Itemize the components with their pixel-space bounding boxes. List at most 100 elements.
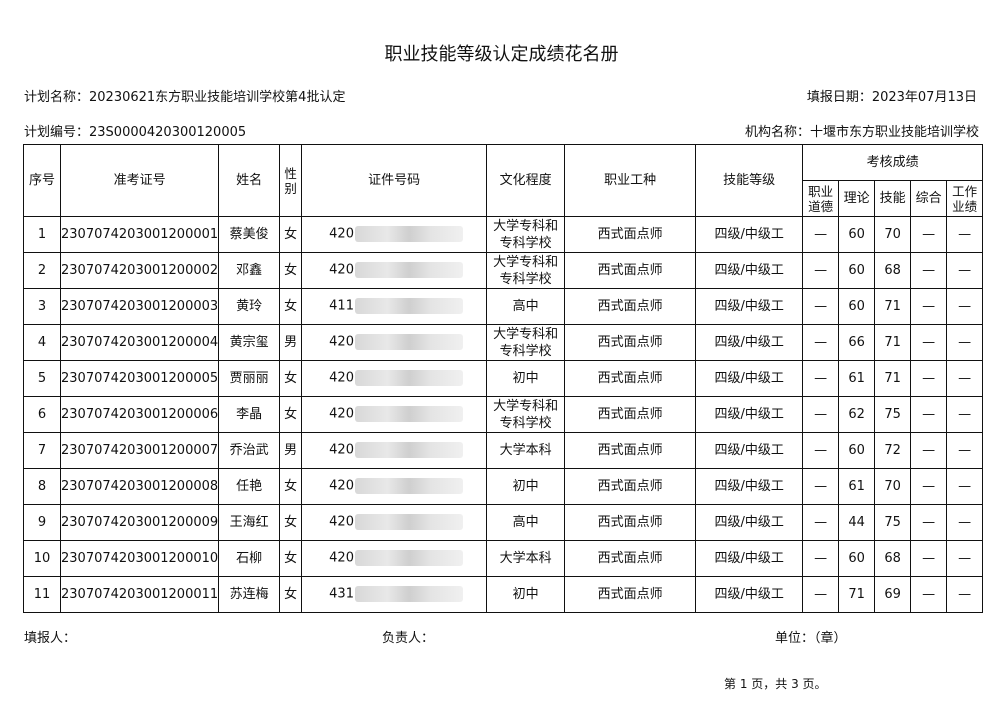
cell-seq: 4 (23, 324, 61, 361)
cell-id: 420 (301, 360, 488, 397)
cell-overall: — (910, 216, 948, 253)
cell-seq: 11 (23, 576, 61, 613)
cell-skill: 75 (874, 504, 912, 541)
cell-level: 四级/中级工 (695, 396, 804, 433)
cell-job: 西式面点师 (564, 576, 697, 613)
cell-job: 西式面点师 (564, 504, 697, 541)
table-row: 10 2307074203001200010 石柳女 420 大学本科 西式面点师 四级/中… (23, 540, 984, 577)
cell-job: 西式面点师 (564, 396, 697, 433)
cell-overall: — (910, 468, 948, 505)
cell-job: 西式面点师 (564, 216, 697, 253)
cell-work: — (946, 288, 984, 325)
table-row: 2 2307074203001200002 邓鑫女 420 大学专科和专科学校 西式面点师… (23, 252, 984, 289)
table-row: 9 2307074203001200009 王海红女 420 高中 西式面点师 四级/中级工… (23, 504, 984, 541)
cell-seq: 3 (23, 288, 61, 325)
fill-date: 填报日期：2023年07月13日 (806, 90, 977, 105)
cell-theory: 60 (838, 288, 876, 325)
id-prefix: 420 (329, 406, 354, 422)
redacted-blur (354, 550, 463, 567)
table-row: 1 230707420300120000​1 蔡美俊女 420 大学专科和专科学校 西式面… (23, 216, 984, 253)
cell-level: 四级/中级工 (695, 468, 804, 505)
cell-id: 420 (301, 468, 488, 505)
header-ticket: 准考证号 (59, 144, 220, 217)
cell-job: 西式面点师 (564, 288, 697, 325)
id-prefix: 420 (329, 262, 354, 278)
cell-id: 431 (301, 576, 488, 613)
redacted-blur (354, 298, 463, 315)
cell-work: — (946, 576, 984, 613)
cell-id: 411 (301, 288, 488, 325)
cell-theory: 60 (838, 216, 876, 253)
cell-overall: — (910, 576, 948, 613)
cell-ticket: 2307074203001200010 (59, 540, 220, 577)
table-row: 11 2307074203001200011 苏连梅女 431 初中 西式面点师 四级/中级… (23, 576, 984, 613)
cell-skill: 71 (874, 288, 912, 325)
unit-seal-label: 单位：（章） (775, 631, 847, 646)
page-indicator: 第 1 页，共 3 页。 (724, 677, 827, 691)
cell-work: — (946, 324, 984, 361)
cell-level: 四级/中级工 (695, 432, 804, 469)
cell-gender: 男 (279, 324, 303, 361)
cell-ethics: — (802, 324, 840, 361)
header-work: 工作业绩 (946, 180, 984, 217)
table-row: 4 2307074203001200004 黄宗玺男 420 大学专科和专科学校 西式面点… (23, 324, 984, 361)
cell-edu: 初中 (486, 576, 566, 613)
cell-skill: 70 (874, 216, 912, 253)
cell-work: — (946, 396, 984, 433)
redacted-blur (354, 370, 463, 387)
cell-skill: 68 (874, 252, 912, 289)
cell-edu: 大学专科和专科学校 (486, 396, 566, 433)
redacted-blur (354, 586, 463, 603)
header-ethics: 职业道德 (802, 180, 840, 217)
cell-level: 四级/中级工 (695, 576, 804, 613)
cell-level: 四级/中级工 (695, 216, 804, 253)
cell-name: 贾丽丽 (218, 360, 281, 397)
filler-label: 填报人： (24, 631, 77, 646)
cell-ticket: 2307074203001200008 (59, 468, 220, 505)
cell-ethics: — (802, 216, 840, 253)
header-id: 证件号码 (301, 144, 488, 217)
cell-theory: 60 (838, 540, 876, 577)
cell-job: 西式面点师 (564, 252, 697, 289)
cell-gender: 男 (279, 432, 303, 469)
table-row: 7 2307074203001200007 乔治武男 420 大学本科 西式面点师 四级/中… (23, 432, 984, 469)
cell-edu: 初中 (486, 468, 566, 505)
cell-seq: 2 (23, 252, 61, 289)
redacted-blur (354, 226, 463, 243)
redacted-blur (354, 442, 463, 459)
cell-overall: — (910, 432, 948, 469)
cell-skill: 72 (874, 432, 912, 469)
redacted-blur (354, 334, 463, 351)
header-name: 姓名 (218, 144, 281, 217)
cell-ticket: 2307074203001200006 (59, 396, 220, 433)
cell-id: 420 (301, 324, 488, 361)
cell-work: — (946, 540, 984, 577)
id-prefix: 420 (329, 442, 354, 458)
cell-skill: 70 (874, 468, 912, 505)
table-row: 5 2307074203001200005 贾丽丽女 420 初中 西式面点师 四级/中级工… (23, 360, 984, 397)
cell-ticket: 230707420300120000​1 (59, 216, 220, 253)
cell-id: 420 (301, 396, 488, 433)
table-row: 8 2307074203001200008 任艳女 420 初中 西式面点师 四级/中级工 —… (23, 468, 984, 505)
redacted-blur (354, 262, 463, 279)
cell-seq: 6 (23, 396, 61, 433)
id-prefix: 411 (329, 298, 354, 314)
cell-name: 黄宗玺 (218, 324, 281, 361)
cell-work: — (946, 432, 984, 469)
cell-seq: 9 (23, 504, 61, 541)
cell-skill: 71 (874, 324, 912, 361)
cell-id: 420 (301, 504, 488, 541)
cell-theory: 61 (838, 360, 876, 397)
cell-ticket: 2307074203001200004 (59, 324, 220, 361)
id-prefix: 420 (329, 370, 354, 386)
cell-ticket: 2307074203001200011 (59, 576, 220, 613)
cell-name: 石柳 (218, 540, 281, 577)
cell-level: 四级/中级工 (695, 360, 804, 397)
redacted-blur (354, 514, 463, 531)
cell-ethics: — (802, 576, 840, 613)
cell-gender: 女 (279, 576, 303, 613)
cell-id: 420 (301, 432, 488, 469)
cell-edu: 大学专科和专科学校 (486, 324, 566, 361)
id-prefix: 420 (329, 334, 354, 350)
header-seq: 序号 (23, 144, 61, 217)
